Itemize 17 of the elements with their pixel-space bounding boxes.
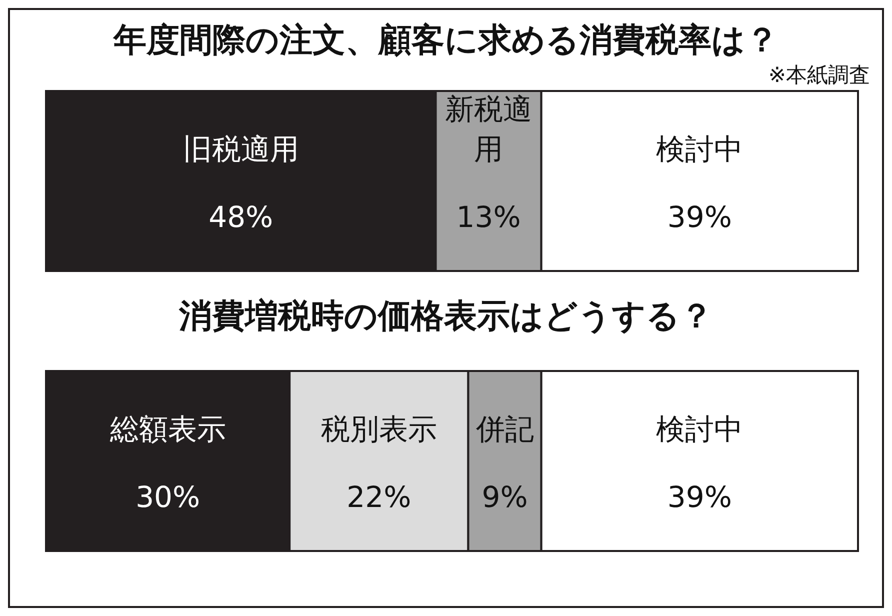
data-label: 39% [667, 200, 732, 234]
data-label: 13% [456, 200, 521, 234]
series-label: 検討中 [656, 412, 744, 446]
data-label: 30% [136, 480, 200, 514]
series-label: 併記 [474, 412, 534, 446]
chart-title: 年度間際の注文、顧客に求める消費税率は？ [112, 19, 780, 61]
series-label: 税別表示 [320, 412, 437, 446]
series-label: 新税適用 [445, 92, 532, 166]
data-label: 39% [667, 480, 732, 514]
series-label: 旧税適用 [182, 132, 299, 166]
text: ※本紙調査 [767, 62, 871, 88]
series-label: 総額表示 [108, 412, 226, 446]
chart-title: 消費増税時の価格表示はどうする？ [178, 295, 714, 337]
series-label: 検討中 [656, 132, 744, 166]
data-label: 48% [208, 200, 274, 234]
data-label: 22% [346, 480, 412, 514]
data-label: 9% [482, 480, 528, 514]
